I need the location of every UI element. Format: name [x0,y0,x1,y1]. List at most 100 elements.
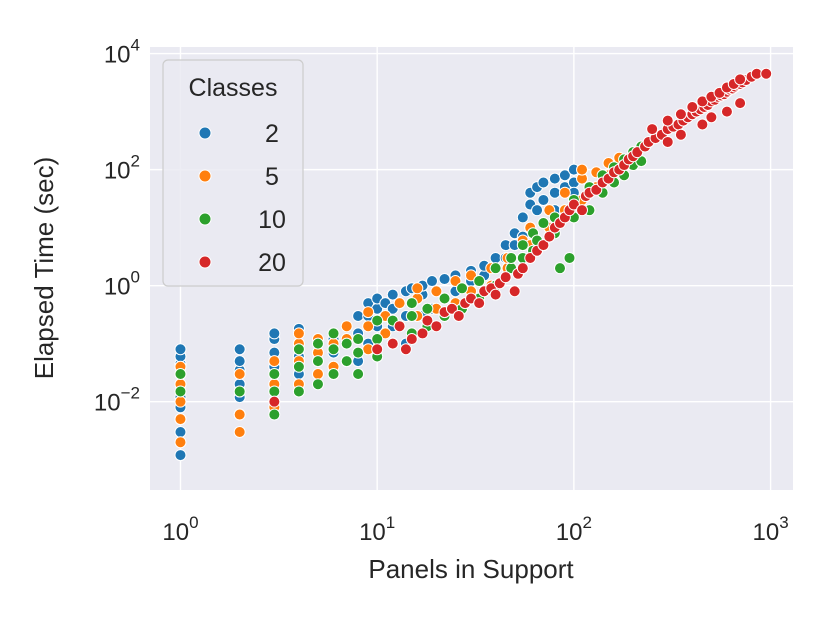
data-point [362,320,375,333]
data-point [421,302,434,315]
data-point [233,367,246,380]
data-point [537,239,550,252]
data-point [386,337,399,350]
data-point [340,337,353,350]
data-point [393,320,406,333]
legend-items: 2 5 10 20 [198,120,286,277]
data-point [576,204,589,217]
data-point [489,288,502,301]
data-point [174,367,187,380]
x-tick-label: 103 [753,513,789,546]
data-point [558,169,571,182]
series-10 [174,140,648,421]
data-point [646,123,659,136]
data-point [531,204,544,217]
data-point [405,309,418,322]
data-point [421,314,434,327]
data-point [734,73,747,86]
data-point [734,97,747,110]
data-point [233,385,246,398]
data-point [489,262,502,275]
data-point [268,355,281,368]
data-point [174,395,187,408]
data-point [292,327,305,340]
data-point [430,285,443,298]
data-point [674,128,687,141]
legend-box [162,59,304,287]
data-point [661,135,674,148]
data-point [292,343,305,356]
data-point [174,413,187,426]
data-point [371,333,384,346]
data-point [174,425,187,438]
y-axis-label: Elapsed Time (sec) [29,157,59,380]
x-tick-label: 100 [162,513,198,546]
y-tick-label: 102 [104,152,140,185]
data-point [505,251,518,264]
data-point [352,367,365,380]
data-point [268,385,281,398]
data-point [524,251,537,264]
data-point [516,211,529,224]
data-point [233,343,246,356]
data-point [720,105,733,118]
series-20 [268,67,773,408]
data-point [340,320,353,333]
data-point [674,108,687,121]
data-point [362,306,375,319]
legend: Classes 2 5 10 20 [162,59,304,287]
data-point [174,436,187,449]
data-points [174,67,773,462]
data-point [405,333,418,346]
y-tick-label: 100 [104,268,140,301]
legend-marker [198,255,212,269]
data-point [405,297,418,310]
data-point [537,217,550,230]
data-point [661,114,674,127]
data-point [292,360,305,373]
x-axis-label: Panels in Support [368,554,574,584]
data-point [352,333,365,346]
data-point [352,346,365,359]
data-point [327,327,340,340]
data-point [416,327,429,340]
data-point [327,367,340,380]
data-point [174,343,187,356]
y-tick-label: 10−2 [94,384,140,417]
data-point [489,251,502,264]
legend-title: Classes [189,74,278,102]
data-point [465,269,478,282]
data-point [516,262,529,275]
data-point [563,251,576,264]
data-point [548,172,561,185]
data-point [543,230,556,243]
data-point [499,271,512,284]
data-point [686,101,699,114]
x-tick-label: 101 [359,513,395,546]
legend-label: 20 [258,249,286,277]
data-point [268,395,281,408]
data-point [327,343,340,356]
data-point [473,275,486,288]
data-point [352,309,365,322]
data-point [311,378,324,391]
data-point [371,343,384,356]
data-point [516,239,529,252]
data-point [438,292,451,305]
data-point [576,163,589,176]
data-point [268,367,281,380]
data-point [340,355,353,368]
data-point [567,198,580,211]
data-point [233,408,246,421]
data-point [371,314,384,327]
data-point [508,285,521,298]
legend-label: 2 [265,120,279,148]
data-point [174,385,187,398]
data-point [311,367,324,380]
data-point [548,186,561,199]
x-tick-label: 102 [556,513,592,546]
y-tick-label: 104 [104,36,140,69]
data-point [399,343,412,356]
data-point [456,282,469,295]
